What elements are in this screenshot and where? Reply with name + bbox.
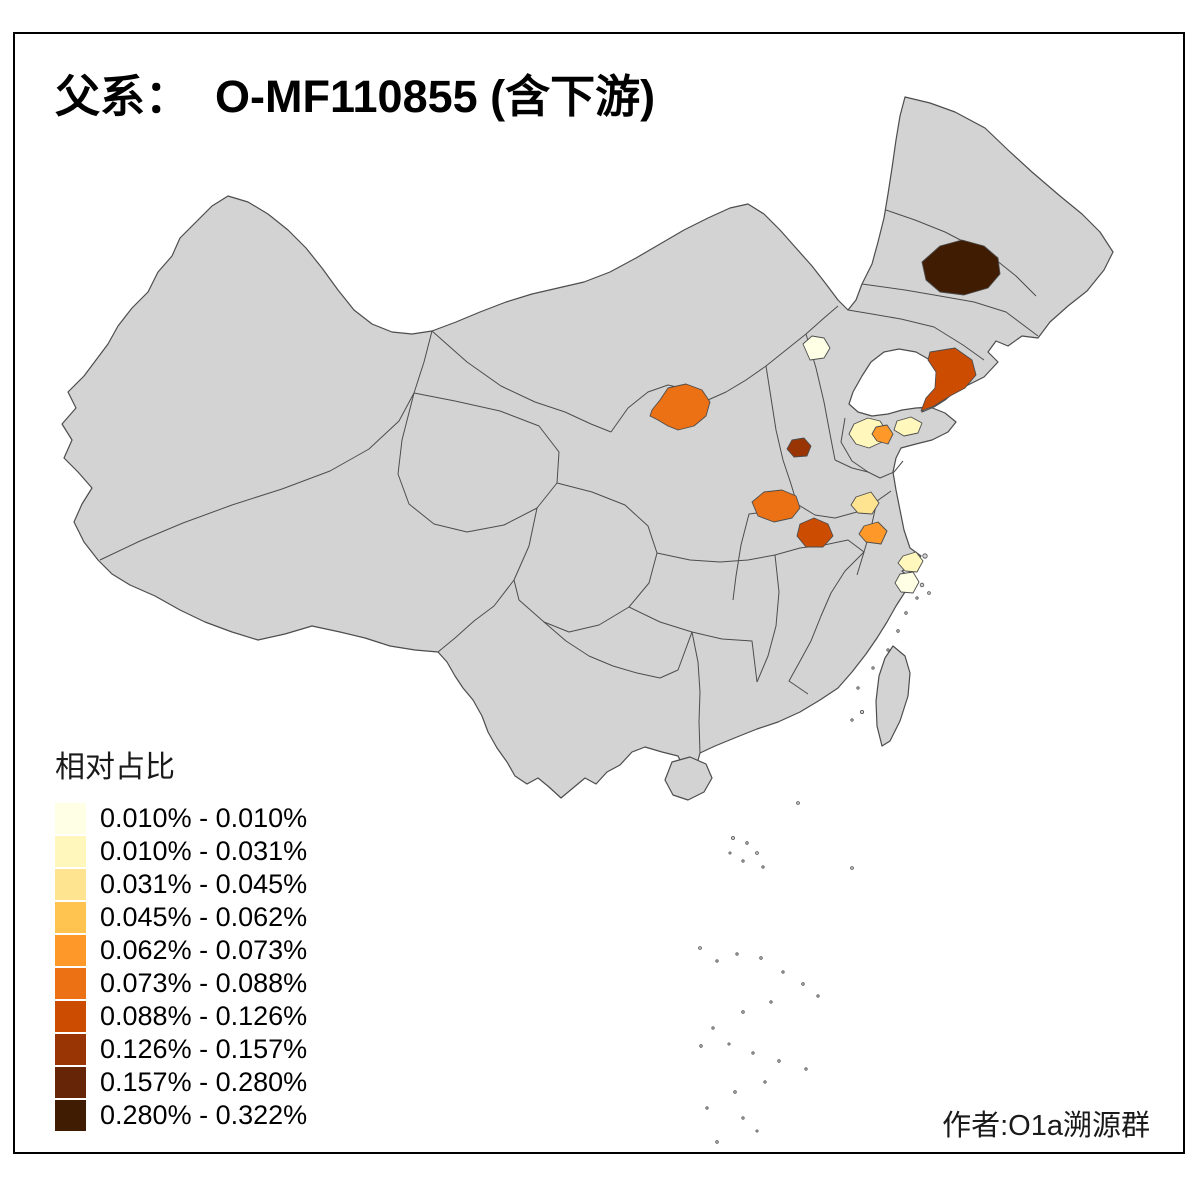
region-shandong-central [871,424,894,445]
hainan-island [664,756,713,801]
legend-item: 0.088% - 0.126% [55,1000,307,1033]
taiwan-island [875,645,911,747]
legend-swatch [55,902,86,933]
legend-swatch [55,869,86,900]
legend-label: 0.010% - 0.031% [100,836,308,866]
region-henan-south [796,517,834,548]
legend-label: 0.045% - 0.062% [100,902,308,932]
legend-item: 0.062% - 0.073% [55,934,307,967]
region-liaoning-south [920,347,977,412]
region-shanghai-area [897,551,924,573]
region-shandong-peninsula [893,416,923,437]
region-henan-southwest [751,489,801,523]
legend-item: 0.280% - 0.322% [55,1099,307,1132]
legend-swatch [55,935,86,966]
legend-label: 0.157% - 0.280% [100,1067,308,1097]
legend-swatch [55,1100,86,1131]
attribution: 作者:O1a溯源群 [942,1110,1150,1142]
island-specks [698,553,931,1144]
legend-item: 0.126% - 0.157% [55,1033,307,1066]
legend-label: 0.010% - 0.010% [100,803,308,833]
legend-item: 0.010% - 0.010% [55,802,307,835]
legend-swatch [55,1034,86,1065]
legend-label: 0.062% - 0.073% [100,935,308,965]
legend-label: 0.280% - 0.322% [100,1100,308,1130]
region-jiangsu-central [850,491,880,515]
mainland-china [61,96,1114,799]
legend-label: 0.073% - 0.088% [100,968,308,998]
map-title: 父系： O-MF110855 (含下游) [55,71,656,122]
legend-swatch [55,1001,86,1032]
legend-swatch [55,803,86,834]
colored-regions [649,239,1001,594]
legend-rows: 0.010% - 0.010% 0.010% - 0.031% 0.031% - 0… [55,802,307,1132]
legend-item: 0.010% - 0.031% [55,835,307,868]
legend-item: 0.045% - 0.062% [55,901,307,934]
legend-label: 0.031% - 0.045% [100,869,308,899]
region-anhui-central [858,521,888,545]
legend: 相对占比 0.010% - 0.010% 0.010% - 0.031% 0.031… [55,742,307,1132]
legend-swatch [55,968,86,999]
legend-item: 0.157% - 0.280% [55,1066,307,1099]
legend-title: 相对占比 [55,751,175,784]
legend-swatch [55,836,86,867]
legend-item: 0.031% - 0.045% [55,868,307,901]
legend-item: 0.073% - 0.088% [55,967,307,1000]
region-heilongjiang-harbin [921,239,1001,296]
region-shanxi-south [786,437,812,458]
region-zhejiang-north [894,571,920,594]
plot-frame [13,32,1185,1154]
region-beijing [802,335,831,361]
legend-label: 0.088% - 0.126% [100,1001,308,1031]
legend-label: 0.126% - 0.157% [100,1034,308,1064]
region-ningxia-north [649,383,711,431]
legend-swatch [55,1067,86,1098]
